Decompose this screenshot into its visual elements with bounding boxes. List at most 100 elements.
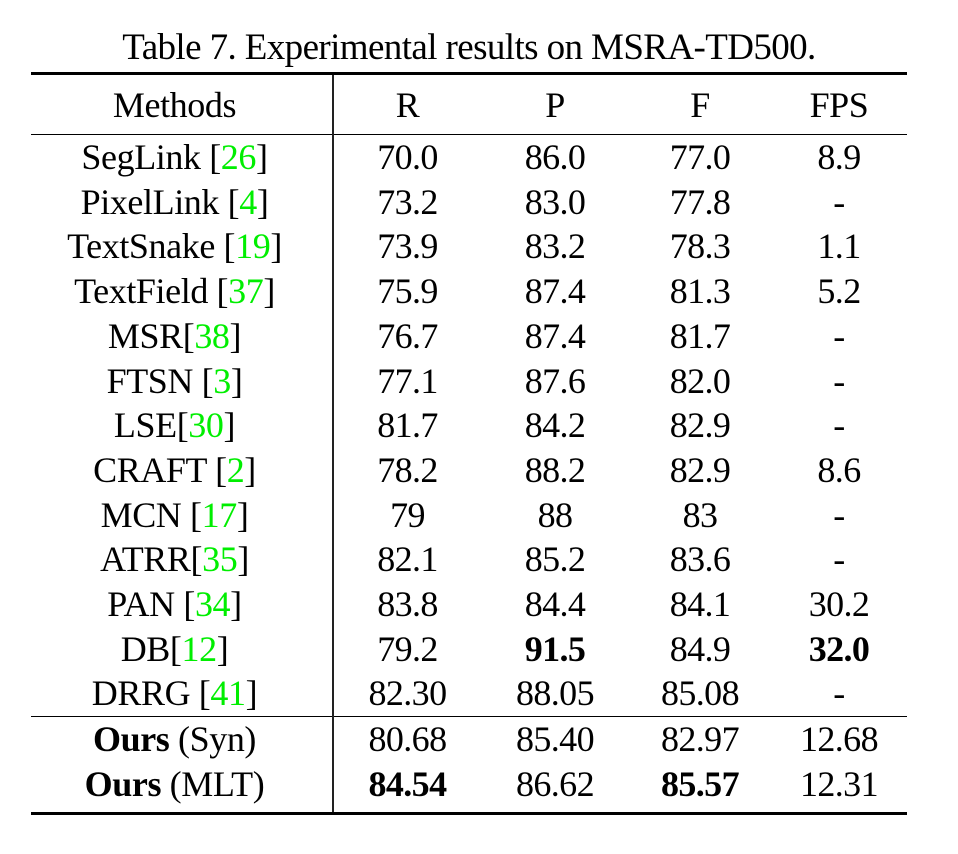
value-f: 85.08: [660, 673, 740, 714]
value-f: 85.57: [660, 764, 740, 805]
value-p: 88: [537, 494, 573, 535]
our-methods: Ours (Syn) 80.68 85.40 82.97 12.68 Ours (MLT)…: [31, 716, 907, 816]
value-p: 83.0: [524, 181, 586, 222]
results-table-container: Methods R P F FPS SegLink [26] 70.0 86.0 77…: [31, 72, 907, 816]
value-f: 82.9: [669, 449, 731, 490]
citation-link[interactable]: 37: [228, 271, 264, 312]
value-p: 86.0: [524, 137, 586, 177]
value-fps: 12.68: [771, 716, 907, 763]
value-r: 82.30: [368, 673, 447, 714]
value-r: 80.68: [333, 716, 481, 763]
value-p: 87.4: [524, 315, 586, 356]
value-fps: 8.6: [817, 449, 861, 490]
value-fps: -: [833, 494, 845, 535]
table-row: PAN [34] 83.8 84.4 84.1 30.2: [31, 582, 907, 627]
method-name: TextField: [74, 271, 208, 312]
citation-link[interactable]: 35: [202, 539, 238, 580]
method-name: PAN: [107, 584, 175, 625]
value-f: 83.6: [669, 539, 731, 580]
table-row: DRRG [41] 82.30 88.05 85.08 -: [31, 671, 907, 717]
value-r: 77.1: [377, 360, 438, 401]
table-row-ours: Ours (MLT) 84.54 86.62 85.57 12.31: [31, 762, 907, 816]
value-f: 77.8: [669, 181, 731, 222]
header-precision: P: [481, 72, 629, 135]
method-name: ATRR: [100, 539, 191, 580]
value-p: 88.05: [515, 673, 595, 714]
method-cell: TextSnake [19]: [31, 224, 334, 270]
value-fps: 32.0: [808, 628, 870, 669]
value-p: 85.40: [481, 716, 629, 763]
cropped-previous-text: [0, 0, 958, 4]
citation-link[interactable]: 30: [188, 405, 224, 446]
method-cell: Ours (Syn): [31, 716, 334, 763]
table-row: FTSN [3] 77.1 87.6 82.0 -: [31, 358, 907, 404]
value-fps: -: [833, 405, 845, 446]
value-p: 87.6: [524, 360, 586, 401]
method-name: TextSnake: [67, 226, 215, 267]
value-r: 83.8: [377, 584, 438, 625]
method-cell: SegLink [26]: [31, 134, 334, 180]
value-fps: -: [833, 181, 845, 222]
value-fps: -: [833, 673, 845, 714]
value-fps: 1.1: [817, 226, 861, 267]
cropped-glyph: [10, 0, 16, 4]
method-name: FTSN: [106, 360, 194, 401]
method-name: CRAFT: [93, 449, 207, 490]
method-cell: MSR[38]: [31, 313, 334, 359]
citation-link[interactable]: 38: [194, 315, 230, 356]
value-fps: 5.2: [817, 271, 861, 312]
value-r: 73.2: [377, 181, 438, 222]
citation-link[interactable]: 26: [220, 137, 257, 177]
citation-link[interactable]: 19: [235, 226, 271, 267]
method-name: MCN: [100, 494, 182, 535]
header-row: Methods R P F FPS: [31, 72, 907, 135]
value-p: 84.2: [524, 405, 586, 446]
method-cell: MCN [17]: [31, 492, 334, 538]
method-cell: Ours (MLT): [31, 762, 334, 816]
table-row: TextSnake [19] 73.9 83.2 78.3 1.1: [31, 224, 907, 270]
table-row: TextField [37] 75.9 87.4 81.3 5.2: [31, 269, 907, 314]
value-r: 78.2: [377, 449, 438, 490]
header-fmeasure: F: [629, 72, 771, 135]
cropped-glyph: [250, 0, 256, 4]
value-r: 73.9: [377, 226, 438, 267]
citation-link[interactable]: 3: [213, 360, 231, 401]
value-r: 79: [390, 494, 425, 535]
value-fps: -: [833, 315, 845, 356]
value-p: 84.4: [524, 584, 586, 625]
value-r: 70.0: [377, 137, 438, 177]
method-cell: DB[12]: [31, 626, 334, 672]
header-methods: Methods: [31, 72, 334, 135]
method-name: DB: [120, 628, 171, 669]
table-caption: Table 7. Experimental results on MSRA-TD…: [122, 27, 816, 68]
citation-link[interactable]: 17: [201, 494, 238, 535]
method-name: LSE: [113, 405, 177, 446]
citation-link[interactable]: 4: [239, 181, 257, 222]
value-p: 86.62: [515, 764, 595, 805]
table-row: PixelLink [4] 73.2 83.0 77.8 -: [31, 179, 907, 225]
results-table: Methods R P F FPS SegLink [26] 70.0 86.0 77…: [31, 72, 907, 816]
baseline-methods: SegLink [26] 70.0 86.0 77.0 8.9 PixelLink [4]…: [31, 134, 907, 717]
value-f: 84.9: [669, 628, 731, 669]
citation-link[interactable]: 34: [194, 584, 231, 625]
method-name: DRRG: [91, 673, 191, 714]
value-fps: -: [833, 539, 845, 580]
value-r: 84.54: [368, 764, 447, 805]
method-cell: LSE[30]: [31, 403, 334, 448]
table-row: SegLink [26] 70.0 86.0 77.0 8.9: [31, 134, 907, 180]
table-row: MSR[38] 76.7 87.4 81.7 -: [31, 313, 907, 359]
table-row: DB[12] 79.2 91.5 84.9 32.0: [31, 626, 907, 672]
value-f: 77.0: [669, 137, 731, 177]
value-fps: 12.31: [799, 764, 879, 805]
value-p: 85.2: [524, 539, 586, 580]
citation-link[interactable]: 12: [181, 628, 218, 669]
value-fps: 8.9: [817, 137, 861, 177]
citation-link[interactable]: 2: [226, 449, 245, 490]
value-p: 91.5: [524, 628, 586, 669]
table-row: ATRR[35] 82.1 85.2 83.6 -: [31, 537, 907, 583]
value-fps: 30.2: [808, 584, 870, 625]
table-row: LSE[30] 81.7 84.2 82.9 -: [31, 403, 907, 448]
citation-link[interactable]: 41: [210, 673, 246, 714]
value-r: 76.7: [377, 315, 438, 356]
value-r: 81.7: [377, 405, 438, 446]
